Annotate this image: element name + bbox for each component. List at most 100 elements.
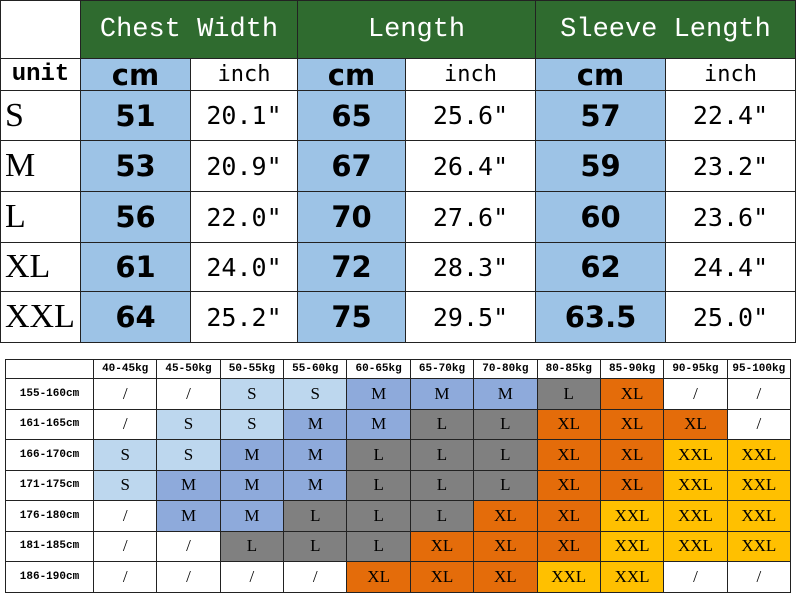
height-header: 186-190cm xyxy=(5,561,94,593)
size-cell: XL xyxy=(409,530,475,562)
size-label: L xyxy=(0,191,81,243)
size-cell: XL xyxy=(599,469,665,501)
unit-header: inch xyxy=(190,58,298,91)
size-cell: L xyxy=(409,408,475,440)
measurement: 22.4" xyxy=(665,90,796,141)
weight-header: 95-100kg xyxy=(726,359,791,379)
size-cell: / xyxy=(726,378,791,410)
size-cell: M xyxy=(283,469,348,501)
size-cell: S xyxy=(93,439,158,471)
size-cell: M xyxy=(283,439,348,471)
measurement: 60 xyxy=(535,191,666,243)
height-header: 181-185cm xyxy=(5,530,94,562)
size-label: XXL xyxy=(0,291,81,343)
size-cell: XL xyxy=(536,500,601,532)
measurement: 23.6" xyxy=(665,191,796,243)
size-cell: / xyxy=(726,561,791,593)
size-cell: XL xyxy=(599,439,665,471)
measurement: 29.5" xyxy=(405,291,536,343)
size-cell: S xyxy=(156,408,221,440)
unit-label: unit xyxy=(0,58,81,91)
measurement: 22.0" xyxy=(190,191,298,243)
size-cell: L xyxy=(473,469,538,501)
size-label: S xyxy=(0,90,81,141)
height-header: 166-170cm xyxy=(5,439,94,471)
size-cell: / xyxy=(93,408,158,440)
measurement: 75 xyxy=(297,291,406,343)
weight-header: 55-60kg xyxy=(283,359,348,379)
size-cell: / xyxy=(156,378,221,410)
measurement: 70 xyxy=(297,191,406,243)
measurement: 25.2" xyxy=(190,291,298,343)
size-cell: XL xyxy=(536,408,601,440)
size-cell: S xyxy=(283,378,348,410)
measurement: 24.4" xyxy=(665,242,796,292)
corner-cell xyxy=(0,0,81,59)
group-header: Chest Width xyxy=(80,0,298,59)
height-header: 176-180cm xyxy=(5,500,94,532)
weight-header: 70-80kg xyxy=(473,359,538,379)
size-cell: M xyxy=(346,408,411,440)
unit-header: cm xyxy=(80,58,191,91)
size-cell: / xyxy=(663,378,728,410)
size-cell: XXL xyxy=(663,500,728,532)
weight-header: 80-85kg xyxy=(536,359,601,379)
size-cell: XL xyxy=(473,530,538,562)
size-cell: M xyxy=(219,500,285,532)
size-cell: L xyxy=(473,408,538,440)
size-cell: L xyxy=(283,530,348,562)
size-cell: / xyxy=(93,500,158,532)
size-cell: M xyxy=(219,439,285,471)
size-cell: L xyxy=(409,439,475,471)
size-cell: M xyxy=(219,469,285,501)
size-cell: S xyxy=(219,378,285,410)
size-cell: L xyxy=(346,500,411,532)
measurement: 27.6" xyxy=(405,191,536,243)
size-cell: L xyxy=(346,469,411,501)
size-cell: XXL xyxy=(726,530,791,562)
size-cell: L xyxy=(536,378,601,410)
size-cell: M xyxy=(409,378,475,410)
size-cell: XXL xyxy=(726,469,791,501)
size-cell: M xyxy=(473,378,538,410)
size-cell: / xyxy=(156,530,221,562)
size-cell: XL xyxy=(599,408,665,440)
measurement: 72 xyxy=(297,242,406,292)
size-cell: S xyxy=(156,439,221,471)
size-cell: XL xyxy=(473,561,538,593)
height-header: 171-175cm xyxy=(5,469,94,501)
size-cell: XXL xyxy=(726,500,791,532)
size-cell: / xyxy=(156,561,221,593)
height-header: 155-160cm xyxy=(5,378,94,410)
measurement: 26.4" xyxy=(405,140,536,192)
measurement: 59 xyxy=(535,140,666,192)
group-header: Sleeve Length xyxy=(535,0,796,59)
measurement: 57 xyxy=(535,90,666,141)
size-cell: / xyxy=(93,530,158,562)
measurement: 20.1" xyxy=(190,90,298,141)
measurement: 23.2" xyxy=(665,140,796,192)
size-cell: XL xyxy=(536,530,601,562)
size-cell: XXL xyxy=(726,439,791,471)
size-cell: M xyxy=(156,500,221,532)
unit-header: cm xyxy=(535,58,666,91)
measurement: 65 xyxy=(297,90,406,141)
weight-header: 40-45kg xyxy=(93,359,158,379)
size-cell: L xyxy=(283,500,348,532)
size-cell: L xyxy=(346,439,411,471)
size-cell: XL xyxy=(536,469,601,501)
group-header: Length xyxy=(297,0,536,59)
size-cell: L xyxy=(219,530,285,562)
size-cell: S xyxy=(93,469,158,501)
weight-header: 65-70kg xyxy=(409,359,475,379)
size-cell: / xyxy=(219,561,285,593)
size-cell: XL xyxy=(409,561,475,593)
size-cell: XXL xyxy=(663,469,728,501)
size-cell: XL xyxy=(536,439,601,471)
measurement: 64 xyxy=(80,291,191,343)
measurement: 53 xyxy=(80,140,191,192)
weight-header: 85-90kg xyxy=(599,359,665,379)
